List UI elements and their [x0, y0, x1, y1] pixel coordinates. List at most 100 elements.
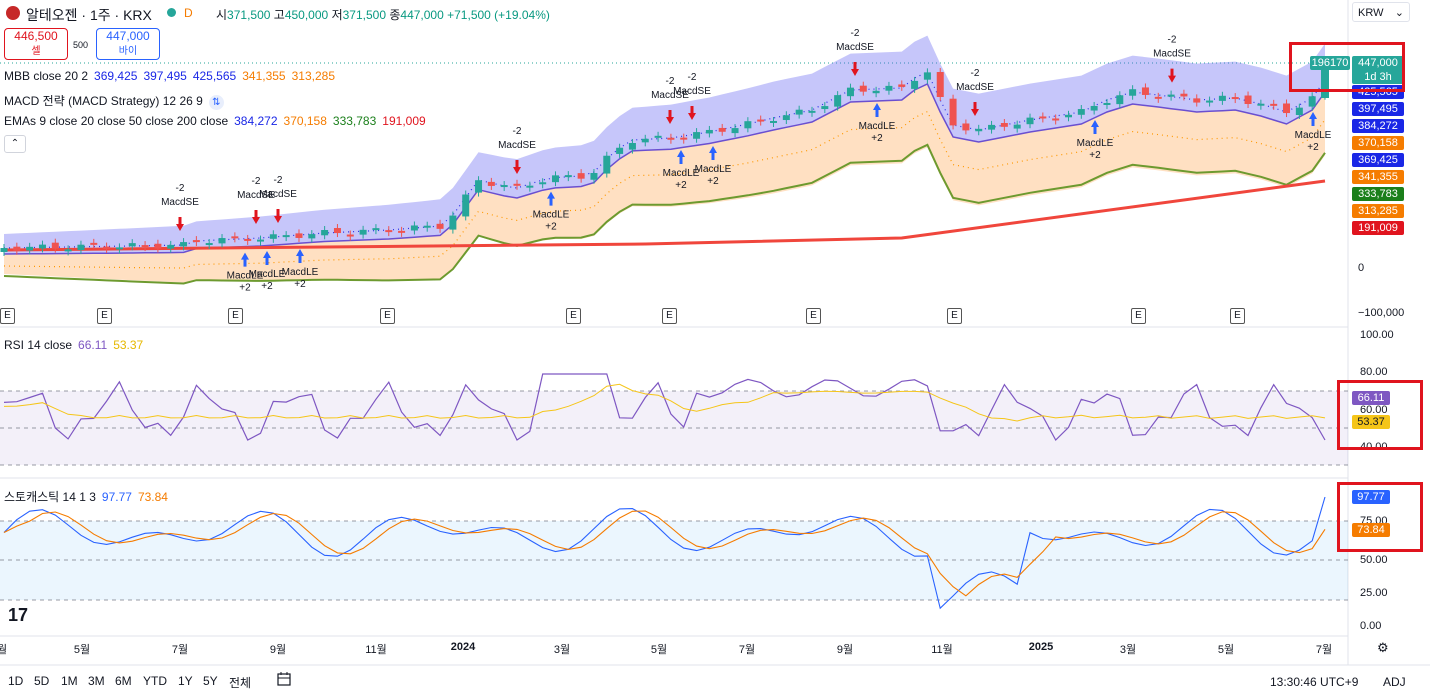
timeframe-button[interactable]: 1Y — [178, 674, 193, 688]
candle — [577, 173, 585, 179]
candle — [1193, 98, 1201, 103]
buy-signal-qty: +2 — [239, 283, 251, 294]
candle — [333, 228, 341, 234]
stoch-axis-label: 0.00 — [1360, 620, 1382, 632]
time-axis-label: 2025 — [1028, 641, 1054, 653]
legend-mbb[interactable]: MBB close 20 2 369,425 397,495 425,565 341,3… — [4, 69, 335, 83]
earnings-marker[interactable]: E — [566, 308, 581, 324]
candle — [975, 128, 983, 132]
strategy-icon[interactable]: ⇅ — [208, 95, 224, 110]
candle — [385, 230, 393, 233]
symbol-title[interactable]: 알테오젠 · 1주 · KRX — [26, 7, 152, 23]
candle — [398, 230, 406, 233]
candle — [705, 129, 713, 134]
time-axis-label: 11월 — [931, 644, 953, 656]
earnings-marker[interactable]: E — [1131, 308, 1146, 324]
buy-arrow-icon — [709, 146, 717, 160]
upper-band-fill — [4, 35, 1325, 254]
timeframe-button[interactable]: 3M — [88, 674, 105, 688]
candle — [898, 84, 906, 87]
stoch-axis-label: 50.00 — [1360, 554, 1388, 566]
candle — [1000, 123, 1008, 127]
sell-button[interactable]: 446,500 셀 — [4, 28, 68, 60]
buy-signal-label: MacdLE — [695, 164, 732, 175]
legend-rsi[interactable]: RSI 14 close 66.11 53.37 — [4, 338, 144, 352]
sell-signal-label: MacdSE — [161, 197, 199, 208]
timeframe-button[interactable]: 5Y — [203, 674, 218, 688]
earnings-marker[interactable]: E — [0, 308, 15, 324]
buy-button[interactable]: 447,000 바이 — [96, 28, 160, 60]
candle — [654, 135, 662, 138]
candle — [167, 244, 175, 249]
buy-signal-qty: +2 — [707, 176, 719, 187]
collapse-legend-button[interactable]: ⌃ — [4, 135, 26, 153]
candle — [77, 244, 85, 251]
time-axis-label: 월 — [0, 644, 8, 656]
candle — [834, 95, 842, 107]
candle — [38, 244, 46, 249]
buy-signal-label: MacdLE — [227, 271, 264, 282]
candle — [0, 248, 8, 252]
candle — [1206, 100, 1214, 103]
buy-arrow-icon — [241, 252, 249, 267]
clock[interactable]: 13:30:46 UTC+9 — [1270, 675, 1359, 689]
buy-signal-label: MacdLE — [533, 210, 570, 221]
adj-toggle[interactable]: ADJ — [1383, 675, 1406, 689]
currency-selector[interactable]: KRW ⌄ — [1352, 2, 1410, 22]
candle — [718, 127, 726, 132]
price-axis-tag: 313,285 — [1352, 204, 1404, 218]
date-range-icon[interactable] — [276, 671, 292, 687]
candle — [192, 240, 200, 243]
candle — [231, 236, 239, 239]
candle — [26, 246, 34, 251]
timeframe-button[interactable]: 1M — [61, 674, 78, 688]
candle — [180, 242, 188, 247]
candle — [1167, 94, 1175, 97]
buy-arrow-icon — [263, 251, 271, 265]
candle — [1141, 87, 1149, 95]
price-axis-tag: 369,425 — [1352, 153, 1404, 167]
time-axis-label: 11월 — [365, 644, 387, 656]
sell-signal-qty: -2 — [971, 68, 980, 79]
current-price-tag: 447,000 1d 3h — [1352, 56, 1404, 84]
timeframe-button[interactable]: 5D — [34, 674, 50, 688]
timeframe-button[interactable]: 1D — [8, 674, 24, 688]
candle — [936, 72, 944, 98]
candle — [693, 132, 701, 139]
lower-band-fill — [4, 84, 1325, 283]
candle — [1090, 105, 1098, 111]
settings-gear-icon[interactable]: ⚙ — [1377, 640, 1389, 655]
candle — [808, 110, 816, 113]
candle — [1180, 93, 1188, 97]
candle — [1231, 97, 1239, 100]
sell-signal-qty: -2 — [666, 76, 675, 87]
earnings-marker[interactable]: E — [662, 308, 677, 324]
earnings-marker[interactable]: E — [1230, 308, 1245, 324]
buy-signal-qty: +2 — [871, 133, 883, 144]
candle — [1283, 103, 1291, 114]
legend-macd[interactable]: MACD 전략 (MACD Strategy) 12 26 9 ⇅ — [4, 92, 230, 110]
timeframe-button[interactable]: YTD — [143, 674, 167, 688]
earnings-marker[interactable]: E — [228, 308, 243, 324]
buy-arrow-icon — [1309, 112, 1317, 126]
buy-arrow-icon — [547, 191, 555, 206]
earnings-marker[interactable]: E — [806, 308, 821, 324]
candle — [128, 243, 136, 247]
candle — [628, 142, 636, 150]
legend-emas[interactable]: EMAs 9 close 20 close 50 close 200 close… — [4, 114, 426, 128]
timeframe-button[interactable]: 6M — [115, 674, 132, 688]
earnings-marker[interactable]: E — [97, 308, 112, 324]
time-axis-label: 7월 — [171, 644, 189, 656]
candle — [1308, 96, 1316, 107]
earnings-marker[interactable]: E — [380, 308, 395, 324]
rsi-value-tag: 66.11 — [1352, 391, 1390, 405]
earnings-marker[interactable]: E — [947, 308, 962, 324]
timeframe-button[interactable]: 전체 — [229, 676, 252, 690]
legend-stochastic[interactable]: 스토캐스틱 14 1 3 97.77 73.84 — [4, 490, 168, 504]
candle — [64, 249, 72, 252]
candle — [911, 80, 919, 89]
candle — [821, 106, 829, 110]
candle — [962, 123, 970, 131]
buy-signal-qty: +2 — [545, 222, 557, 233]
